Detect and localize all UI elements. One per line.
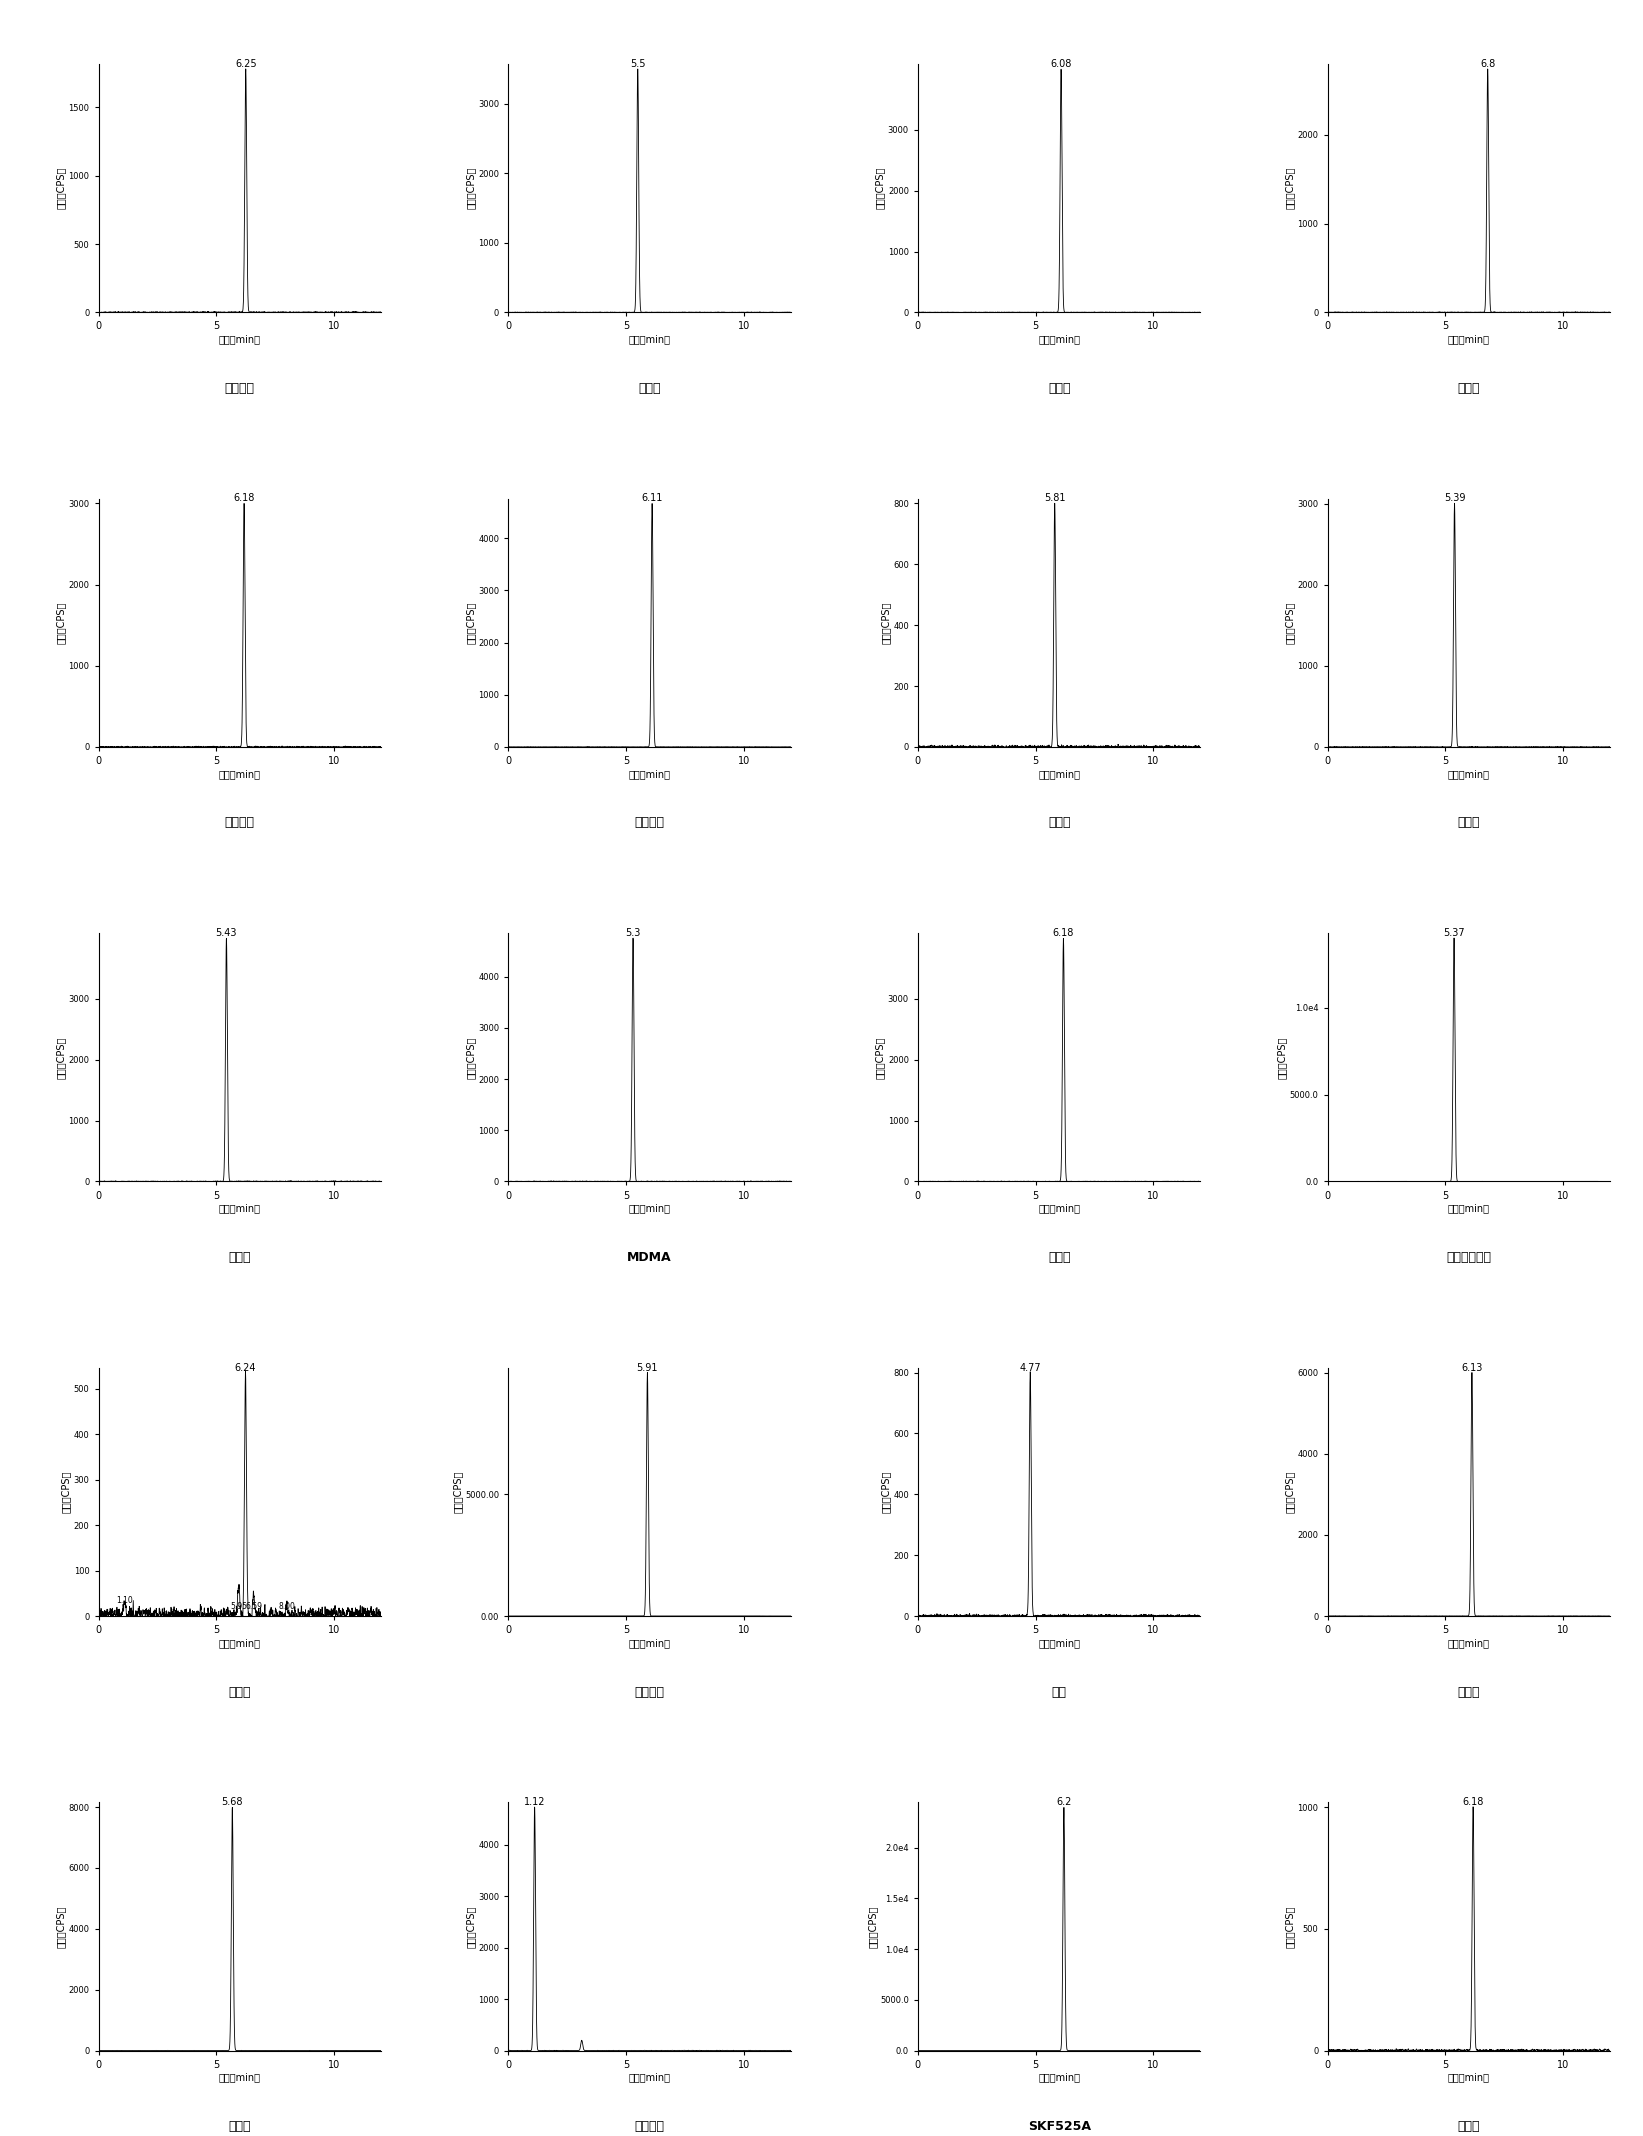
Text: 安眠酮: 安眠酮	[228, 1685, 251, 1698]
Text: 5.39: 5.39	[1444, 493, 1466, 504]
Y-axis label: 强度（CPS）: 强度（CPS）	[56, 1905, 66, 1948]
X-axis label: 时间（min）: 时间（min）	[1038, 1638, 1079, 1647]
Text: 8.00: 8.00	[279, 1602, 296, 1611]
X-axis label: 时间（min）: 时间（min）	[1447, 1638, 1490, 1647]
Text: SKF525A: SKF525A	[1029, 2121, 1091, 2134]
Text: 氯胺酮: 氯胺酮	[228, 1252, 251, 1265]
Text: 5.95: 5.95	[230, 1602, 246, 1611]
Text: 5.37: 5.37	[1443, 927, 1466, 938]
Text: 5.43: 5.43	[215, 927, 237, 938]
X-axis label: 时间（min）: 时间（min）	[629, 333, 670, 344]
X-axis label: 时间（min）: 时间（min）	[219, 1638, 261, 1647]
Text: 5.5: 5.5	[629, 60, 646, 68]
Text: 6.13: 6.13	[1461, 1363, 1482, 1373]
Text: 5.81: 5.81	[1043, 493, 1065, 504]
Text: 可卡因: 可卡因	[637, 382, 660, 395]
Text: 咪达唑仑: 咪达唑仑	[634, 1685, 664, 1698]
Text: 5.68: 5.68	[222, 1796, 243, 1807]
X-axis label: 时间（min）: 时间（min）	[629, 2072, 670, 2083]
X-axis label: 时间（min）: 时间（min）	[219, 2072, 261, 2083]
Y-axis label: 强度（CPS）: 强度（CPS）	[452, 1472, 462, 1512]
Text: MDMA: MDMA	[628, 1252, 672, 1265]
Text: 4.77: 4.77	[1019, 1363, 1042, 1373]
Y-axis label: 强度（CPS）: 强度（CPS）	[465, 167, 475, 209]
Text: 6.18: 6.18	[1462, 1796, 1484, 1807]
Text: 6.18: 6.18	[1053, 927, 1075, 938]
Y-axis label: 强度（CPS）: 强度（CPS）	[56, 1036, 66, 1079]
Y-axis label: 强度（CPS）: 强度（CPS）	[1277, 1036, 1286, 1079]
Y-axis label: 强度（CPS）: 强度（CPS）	[465, 602, 475, 643]
Text: 美沙酮: 美沙酮	[1048, 1252, 1071, 1265]
X-axis label: 时间（min）: 时间（min）	[1038, 769, 1079, 780]
Text: 6.18: 6.18	[233, 493, 255, 504]
Text: 5.3: 5.3	[626, 927, 641, 938]
X-axis label: 时间（min）: 时间（min）	[1038, 2072, 1079, 2083]
Y-axis label: 强度（CPS）: 强度（CPS）	[56, 167, 66, 209]
Y-axis label: 强度（CPS）: 强度（CPS）	[465, 1036, 475, 1079]
Y-axis label: 强度（CPS）: 强度（CPS）	[465, 1905, 475, 1948]
Text: 氟硝西泮: 氟硝西泮	[634, 816, 664, 829]
Text: 甲基安非他明: 甲基安非他明	[1446, 1252, 1492, 1265]
X-axis label: 时间（min）: 时间（min）	[629, 1638, 670, 1647]
Text: 6.24: 6.24	[235, 1363, 256, 1373]
Text: 6.8: 6.8	[1480, 60, 1495, 68]
X-axis label: 时间（min）: 时间（min）	[219, 769, 261, 780]
X-axis label: 时间（min）: 时间（min）	[1447, 2072, 1490, 2083]
Y-axis label: 强度（CPS）: 强度（CPS）	[876, 1036, 886, 1079]
X-axis label: 时间（min）: 时间（min）	[1447, 333, 1490, 344]
Text: 阿普唑仑: 阿普唑仑	[225, 382, 255, 395]
Text: 6.08: 6.08	[1050, 60, 1071, 68]
Text: 艾司唑仑: 艾司唑仑	[225, 816, 255, 829]
Text: 6.11: 6.11	[641, 493, 662, 504]
Y-axis label: 强度（CPS）: 强度（CPS）	[61, 1472, 71, 1512]
Text: 福尔可定: 福尔可定	[634, 2121, 664, 2134]
Text: 吗啡: 吗啡	[1052, 1685, 1066, 1698]
Y-axis label: 强度（CPS）: 强度（CPS）	[881, 1472, 891, 1512]
Text: 地西泮: 地西泮	[1457, 382, 1480, 395]
Text: 喷替啶: 喷替啶	[228, 2121, 251, 2134]
Y-axis label: 强度（CPS）: 强度（CPS）	[1285, 1905, 1295, 1948]
Text: 6.25: 6.25	[235, 60, 256, 68]
Y-axis label: 强度（CPS）: 强度（CPS）	[1285, 167, 1295, 209]
X-axis label: 时间（min）: 时间（min）	[1447, 1203, 1490, 1213]
Y-axis label: 强度（CPS）: 强度（CPS）	[876, 167, 886, 209]
Y-axis label: 强度（CPS）: 强度（CPS）	[868, 1905, 877, 1948]
X-axis label: 时间（min）: 时间（min）	[629, 1203, 670, 1213]
Text: 可待因: 可待因	[1048, 382, 1071, 395]
Text: 1.10: 1.10	[117, 1596, 133, 1604]
X-axis label: 时间（min）: 时间（min）	[219, 1203, 261, 1213]
Text: 氟西泮: 氟西泮	[1048, 816, 1071, 829]
Text: 6.2: 6.2	[1056, 1796, 1071, 1807]
Y-axis label: 强度（CPS）: 强度（CPS）	[1285, 602, 1295, 643]
X-axis label: 时间（min）: 时间（min）	[1447, 769, 1490, 780]
Y-axis label: 强度（CPS）: 强度（CPS）	[56, 602, 66, 643]
X-axis label: 时间（min）: 时间（min）	[219, 333, 261, 344]
Text: 1.12: 1.12	[524, 1796, 545, 1807]
X-axis label: 时间（min）: 时间（min）	[1038, 1203, 1079, 1213]
Y-axis label: 强度（CPS）: 强度（CPS）	[1285, 1472, 1295, 1512]
X-axis label: 时间（min）: 时间（min）	[629, 769, 670, 780]
Text: 海洛因: 海洛因	[1457, 816, 1480, 829]
Y-axis label: 强度（CPS）: 强度（CPS）	[881, 602, 891, 643]
Text: 5.91: 5.91	[636, 1363, 659, 1373]
Text: 6.59: 6.59	[245, 1602, 263, 1611]
Text: 硝西泮: 硝西泮	[1457, 1685, 1480, 1698]
X-axis label: 时间（min）: 时间（min）	[1038, 333, 1079, 344]
Text: 三唑仑: 三唑仑	[1457, 2121, 1480, 2134]
